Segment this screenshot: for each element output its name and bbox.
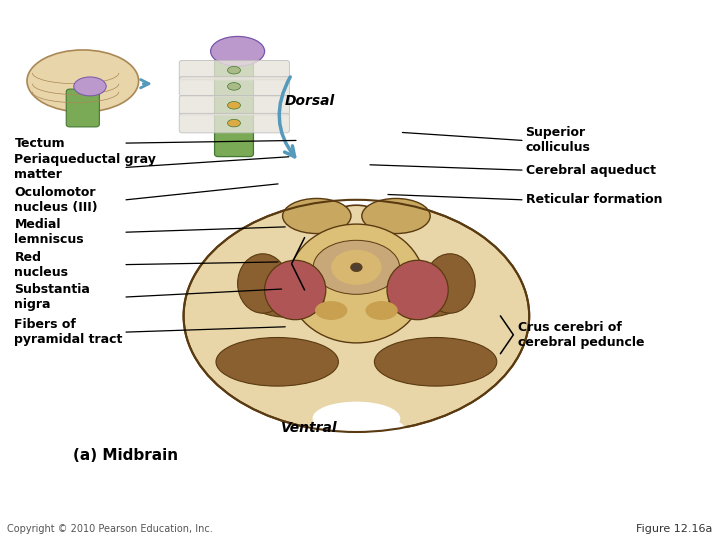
Ellipse shape: [283, 198, 351, 233]
Text: Periaqueductal gray
matter: Periaqueductal gray matter: [14, 153, 156, 181]
Text: Crus cerebri of
cerebral peduncle: Crus cerebri of cerebral peduncle: [518, 321, 645, 349]
Text: Cerebral aqueduct: Cerebral aqueduct: [526, 164, 656, 177]
Ellipse shape: [313, 240, 400, 294]
Ellipse shape: [252, 287, 324, 317]
Ellipse shape: [306, 413, 407, 451]
Text: Tectum: Tectum: [14, 137, 65, 150]
Ellipse shape: [320, 184, 392, 216]
Ellipse shape: [238, 254, 288, 313]
Ellipse shape: [228, 102, 240, 109]
Text: (a) Midbrain: (a) Midbrain: [73, 448, 179, 463]
FancyBboxPatch shape: [179, 96, 289, 115]
Text: Ventral: Ventral: [282, 421, 338, 435]
Ellipse shape: [27, 50, 139, 112]
Text: Medial
lemniscus: Medial lemniscus: [14, 218, 84, 246]
FancyBboxPatch shape: [179, 60, 289, 80]
Text: Reticular formation: Reticular formation: [526, 193, 662, 206]
Ellipse shape: [362, 198, 431, 233]
FancyBboxPatch shape: [179, 77, 289, 96]
FancyBboxPatch shape: [179, 113, 289, 133]
Ellipse shape: [265, 260, 325, 320]
Ellipse shape: [331, 249, 382, 285]
Text: Red
nucleus: Red nucleus: [14, 251, 68, 279]
Ellipse shape: [389, 287, 461, 317]
Ellipse shape: [184, 200, 529, 432]
Ellipse shape: [331, 205, 382, 232]
Ellipse shape: [374, 338, 497, 386]
Ellipse shape: [315, 301, 347, 320]
Text: Dorsal: Dorsal: [284, 94, 335, 108]
Text: Substantia
nigra: Substantia nigra: [14, 283, 90, 311]
Ellipse shape: [73, 77, 107, 96]
Ellipse shape: [228, 66, 240, 74]
FancyBboxPatch shape: [66, 89, 99, 127]
Text: Fibers of
pyramidal tract: Fibers of pyramidal tract: [14, 318, 123, 346]
Ellipse shape: [313, 402, 400, 435]
Text: Superior
colliculus: Superior colliculus: [526, 126, 590, 154]
Text: Figure 12.16a: Figure 12.16a: [636, 523, 713, 534]
Text: Oculomotor
nucleus (III): Oculomotor nucleus (III): [14, 186, 98, 214]
Ellipse shape: [211, 37, 265, 66]
Ellipse shape: [366, 301, 397, 320]
Ellipse shape: [228, 119, 240, 127]
Ellipse shape: [288, 224, 425, 343]
Ellipse shape: [425, 254, 475, 313]
Ellipse shape: [228, 83, 240, 90]
Ellipse shape: [216, 338, 338, 386]
Ellipse shape: [351, 263, 362, 272]
Ellipse shape: [387, 260, 449, 320]
FancyBboxPatch shape: [215, 59, 253, 157]
Text: Copyright © 2010 Pearson Education, Inc.: Copyright © 2010 Pearson Education, Inc.: [7, 523, 213, 534]
